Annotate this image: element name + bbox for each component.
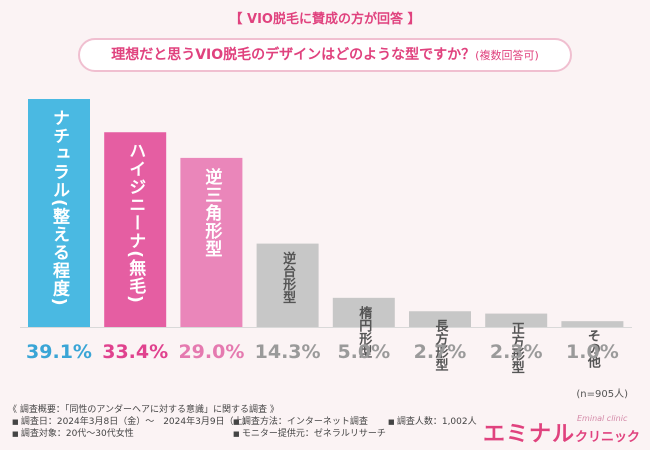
value-label-0: 39.1% xyxy=(26,341,92,363)
bar-chart: ナチュラル(整える程度) 39.1% ハイジニーナ(無毛) 33.4% 逆三角形型 29.… xyxy=(20,99,632,374)
value-label-1: 33.4% xyxy=(102,341,168,363)
bar-6 xyxy=(485,313,548,327)
logo-main: エミナル xyxy=(483,422,576,447)
bar-5 xyxy=(409,311,471,327)
category-label-6: 正方形型 xyxy=(509,322,525,374)
footer-item-target: 調査対象：20代〜30代女性 xyxy=(12,429,134,440)
value-label-4: 5.0% xyxy=(337,341,390,363)
sample-size-label: (n=905人) xyxy=(576,389,628,400)
value-label-5: 2.7% xyxy=(414,341,467,363)
bar-7 xyxy=(561,321,624,327)
value-label-2: 29.0% xyxy=(178,341,244,363)
bar-4 xyxy=(332,297,395,327)
bar-0 xyxy=(28,99,90,327)
logo-small: クリニック xyxy=(575,430,641,445)
question-note: (複数回答可) xyxy=(475,49,539,62)
category-label-5: 長方形型 xyxy=(433,319,449,371)
question-box: 理想だと思うVIO脱毛のデザインはどのような型ですか？(複数回答可) xyxy=(78,38,572,72)
category-label-4: 楕円形型 xyxy=(356,305,372,358)
survey-header: 【 VIO脱毛に賛成の方が回答 】 xyxy=(229,12,421,27)
logo-sub: Eminal clinic xyxy=(577,414,628,423)
bar-2 xyxy=(180,157,243,327)
value-label-6: 2.3% xyxy=(490,341,543,363)
category-label-3: 逆台形型 xyxy=(280,251,296,304)
bar-3 xyxy=(256,243,319,327)
survey-footer: 《 調査概要：「同性のアンダーヘアに対する意識」に関する調査 》 調査日：202… xyxy=(8,405,648,450)
category-label-7: その他 xyxy=(585,329,602,369)
footer-item-method: 調査方法：インターネット調査 xyxy=(233,417,368,428)
category-label-2: 逆三角形型 xyxy=(201,167,222,258)
value-label-7: 1.0% xyxy=(566,341,619,363)
footer-title: 《 調査概要：「同性のアンダーヘアに対する意識」に関する調査 》 xyxy=(8,405,279,415)
question-text: 理想だと思うVIO脱毛のデザインはどのような型ですか？ xyxy=(111,47,476,63)
value-label-3: 14.3% xyxy=(255,341,321,363)
footer-item-provider: モニター提供元：ゼネラルリサーチ xyxy=(233,429,386,440)
category-label-0: ナチュラル(整える程度) xyxy=(49,109,70,307)
footer-item-date: 調査日：2024年3月8日（金）〜 2024年3月9日（土） xyxy=(12,417,252,428)
bar-1 xyxy=(104,132,167,327)
category-label-1: ハイジニーナ(無毛) xyxy=(125,142,146,304)
footer-item-count: 調査人数：1,002人 xyxy=(388,417,477,428)
